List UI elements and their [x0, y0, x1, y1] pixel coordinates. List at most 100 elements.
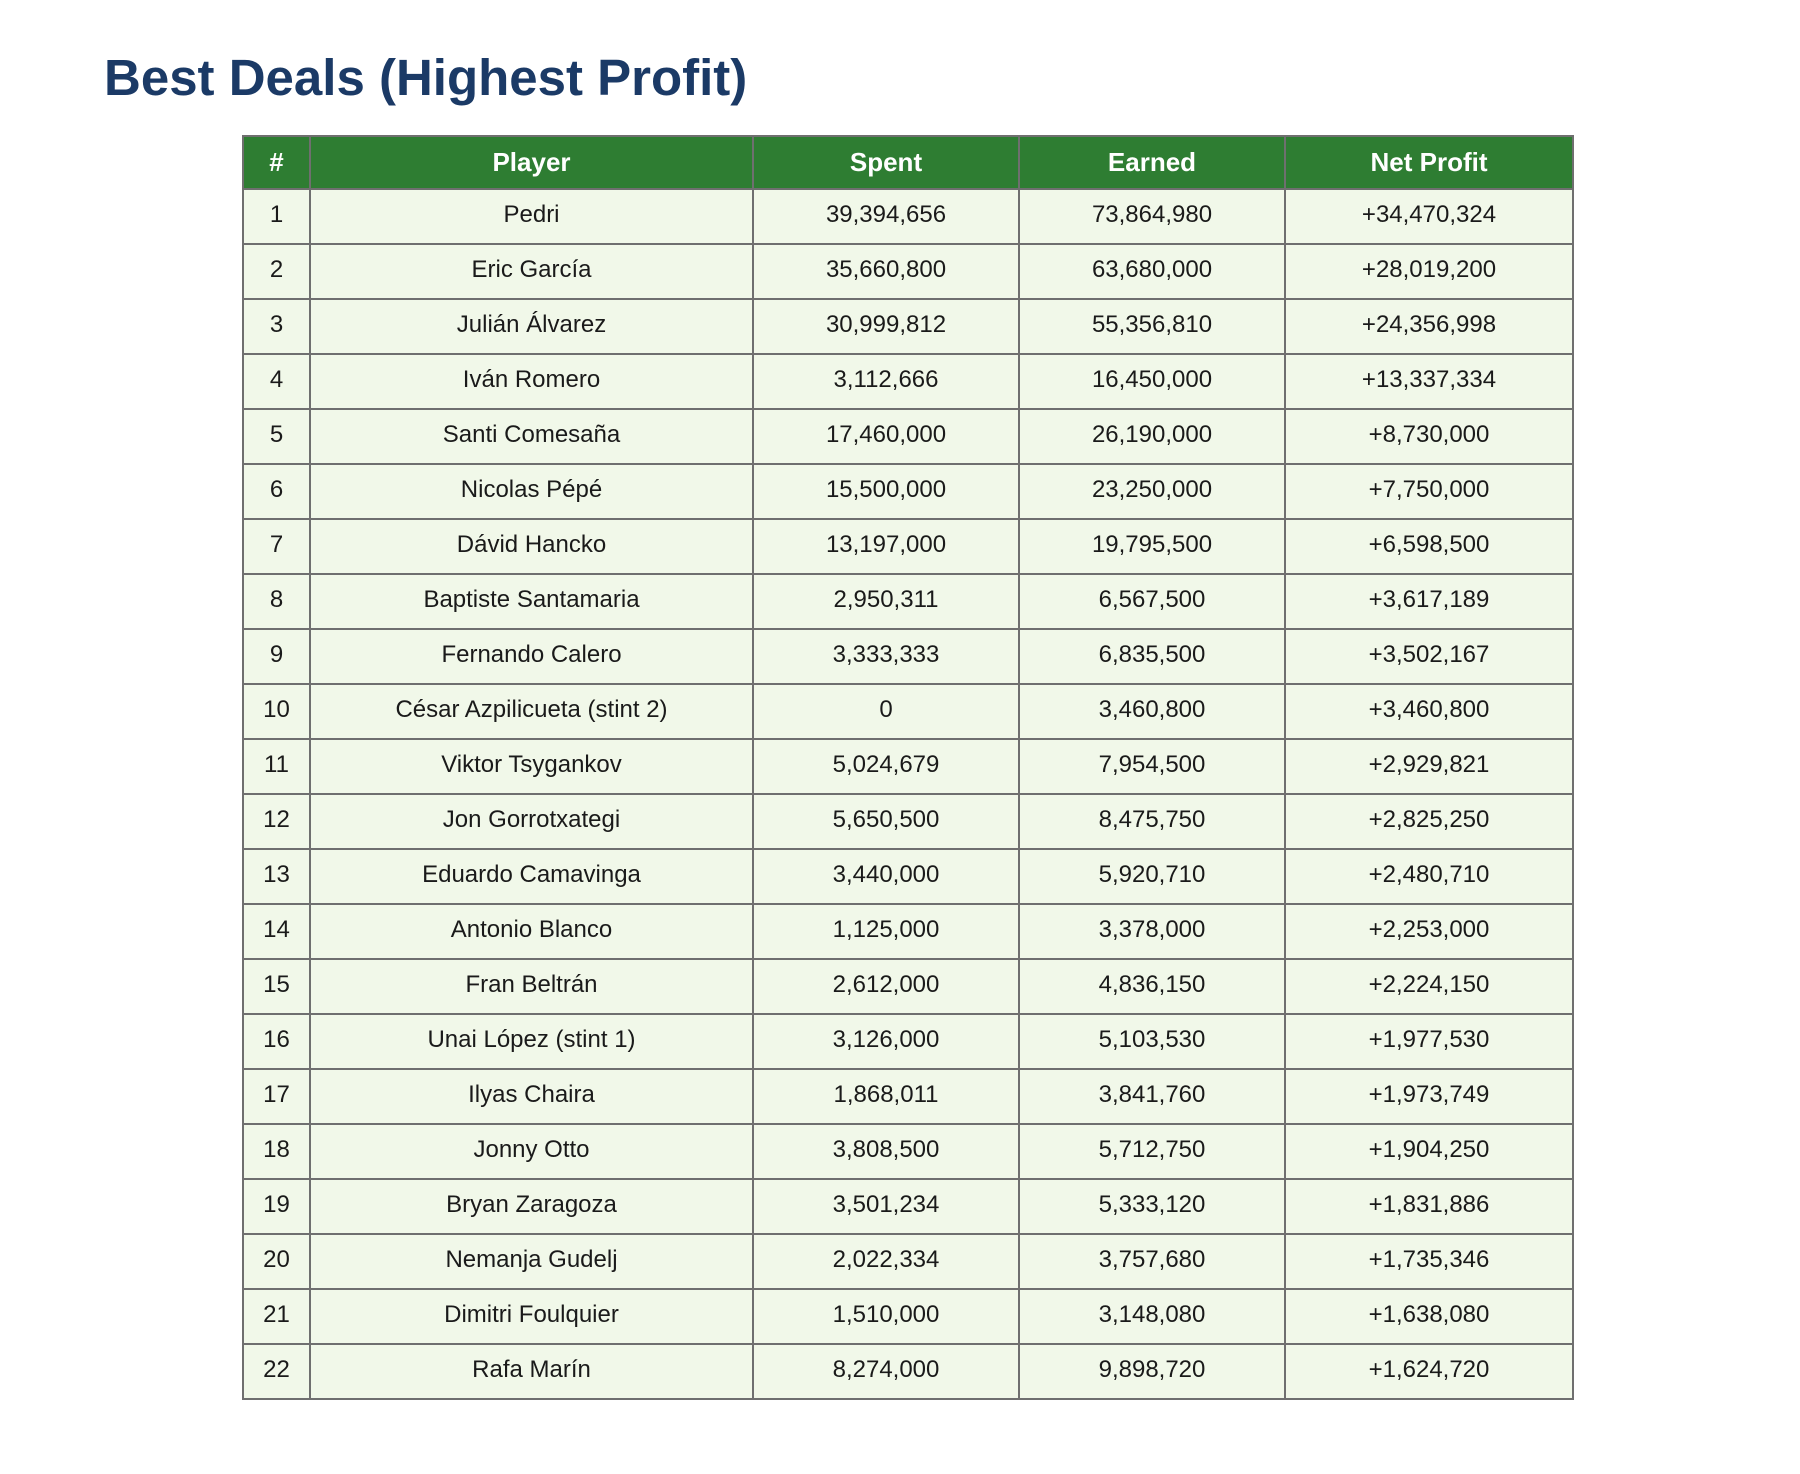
player-cell: Julián Álvarez — [309, 298, 754, 355]
earned-cell: 5,103,530 — [1018, 1013, 1286, 1070]
spent-cell: 17,460,000 — [752, 408, 1020, 465]
player-cell: Eduardo Camavinga — [309, 848, 754, 905]
table-row: 21 Dimitri Foulquier 1,510,000 3,148,080 +1,… — [242, 1288, 1574, 1345]
table-row: 20 Nemanja Gudelj 2,022,334 3,757,680 +1,735… — [242, 1233, 1574, 1290]
spent-cell: 2,950,311 — [752, 573, 1020, 630]
net-profit-cell: +1,973,749 — [1284, 1068, 1574, 1125]
net-profit-cell: +8,730,000 — [1284, 408, 1574, 465]
net-profit-cell: +1,831,886 — [1284, 1178, 1574, 1235]
earned-cell: 3,460,800 — [1018, 683, 1286, 740]
player-cell: Dávid Hancko — [309, 518, 754, 575]
player-cell: Jonny Otto — [309, 1123, 754, 1180]
rank-cell: 21 — [242, 1288, 311, 1345]
player-cell: Santi Comesaña — [309, 408, 754, 465]
table-row: 2 Eric García 35,660,800 63,680,000 +28,019,… — [242, 243, 1574, 300]
spent-cell: 3,126,000 — [752, 1013, 1020, 1070]
rank-cell: 13 — [242, 848, 311, 905]
table-row: 3 Julián Álvarez 30,999,812 55,356,810 +24,3… — [242, 298, 1574, 355]
earned-cell: 55,356,810 — [1018, 298, 1286, 355]
net-profit-cell: +2,929,821 — [1284, 738, 1574, 795]
player-cell: Unai López (stint 1) — [309, 1013, 754, 1070]
spent-cell: 39,394,656 — [752, 188, 1020, 245]
rank-cell: 15 — [242, 958, 311, 1015]
player-cell: Antonio Blanco — [309, 903, 754, 960]
spent-cell: 3,501,234 — [752, 1178, 1020, 1235]
player-cell: Viktor Tsygankov — [309, 738, 754, 795]
net-profit-cell: +34,470,324 — [1284, 188, 1574, 245]
rank-cell: 8 — [242, 573, 311, 630]
rank-cell: 3 — [242, 298, 311, 355]
spent-cell: 13,197,000 — [752, 518, 1020, 575]
net-profit-cell: +1,638,080 — [1284, 1288, 1574, 1345]
player-cell: Nemanja Gudelj — [309, 1233, 754, 1290]
table-row: 13 Eduardo Camavinga 3,440,000 5,920,710 +2,… — [242, 848, 1574, 905]
rank-cell: 18 — [242, 1123, 311, 1180]
net-profit-cell: +1,977,530 — [1284, 1013, 1574, 1070]
spent-cell: 2,022,334 — [752, 1233, 1020, 1290]
player-cell: Fran Beltrán — [309, 958, 754, 1015]
table-row: 7 Dávid Hancko 13,197,000 19,795,500 +6,598,… — [242, 518, 1574, 575]
player-cell: Fernando Calero — [309, 628, 754, 685]
spent-cell: 5,650,500 — [752, 793, 1020, 850]
earned-cell: 9,898,720 — [1018, 1343, 1286, 1400]
header-net-profit: Net Profit — [1284, 135, 1574, 190]
earned-cell: 5,333,120 — [1018, 1178, 1286, 1235]
earned-cell: 63,680,000 — [1018, 243, 1286, 300]
player-cell: Ilyas Chaira — [309, 1068, 754, 1125]
earned-cell: 19,795,500 — [1018, 518, 1286, 575]
rank-cell: 16 — [242, 1013, 311, 1070]
earned-cell: 26,190,000 — [1018, 408, 1286, 465]
spent-cell: 3,112,666 — [752, 353, 1020, 410]
rank-cell: 9 — [242, 628, 311, 685]
page-title: Best Deals (Highest Profit) — [104, 49, 748, 106]
spent-cell: 3,440,000 — [752, 848, 1020, 905]
net-profit-cell: +28,019,200 — [1284, 243, 1574, 300]
deals-table-container: # Player Spent Earned Net Profit 1 Pedri 3… — [242, 135, 1574, 1400]
player-cell: Pedri — [309, 188, 754, 245]
earned-cell: 6,567,500 — [1018, 573, 1286, 630]
rank-cell: 20 — [242, 1233, 311, 1290]
rank-cell: 17 — [242, 1068, 311, 1125]
spent-cell: 35,660,800 — [752, 243, 1020, 300]
rank-cell: 12 — [242, 793, 311, 850]
table-row: 10 César Azpilicueta (stint 2) 0 3,460,800 +… — [242, 683, 1574, 740]
net-profit-cell: +2,825,250 — [1284, 793, 1574, 850]
player-cell: Bryan Zaragoza — [309, 1178, 754, 1235]
earned-cell: 3,148,080 — [1018, 1288, 1286, 1345]
rank-cell: 5 — [242, 408, 311, 465]
table-row: 22 Rafa Marín 8,274,000 9,898,720 +1,624,720 — [242, 1343, 1574, 1400]
rank-cell: 6 — [242, 463, 311, 520]
table-row: 11 Viktor Tsygankov 5,024,679 7,954,500 +2,9… — [242, 738, 1574, 795]
table-row: 15 Fran Beltrán 2,612,000 4,836,150 +2,224,1… — [242, 958, 1574, 1015]
spent-cell: 5,024,679 — [752, 738, 1020, 795]
header-spent: Spent — [752, 135, 1020, 190]
net-profit-cell: +3,617,189 — [1284, 573, 1574, 630]
table-row: 4 Iván Romero 3,112,666 16,450,000 +13,337,3… — [242, 353, 1574, 410]
rank-cell: 1 — [242, 188, 311, 245]
net-profit-cell: +3,460,800 — [1284, 683, 1574, 740]
table-row: 8 Baptiste Santamaria 2,950,311 6,567,500 +3… — [242, 573, 1574, 630]
player-cell: César Azpilicueta (stint 2) — [309, 683, 754, 740]
net-profit-cell: +2,480,710 — [1284, 848, 1574, 905]
player-cell: Iván Romero — [309, 353, 754, 410]
table-row: 5 Santi Comesaña 17,460,000 26,190,000 +8,73… — [242, 408, 1574, 465]
earned-cell: 16,450,000 — [1018, 353, 1286, 410]
table-row: 9 Fernando Calero 3,333,333 6,835,500 +3,502… — [242, 628, 1574, 685]
player-cell: Rafa Marín — [309, 1343, 754, 1400]
net-profit-cell: +7,750,000 — [1284, 463, 1574, 520]
spent-cell: 2,612,000 — [752, 958, 1020, 1015]
rank-cell: 22 — [242, 1343, 311, 1400]
net-profit-cell: +1,904,250 — [1284, 1123, 1574, 1180]
table-row: 14 Antonio Blanco 1,125,000 3,378,000 +2,253… — [242, 903, 1574, 960]
player-cell: Eric García — [309, 243, 754, 300]
spent-cell: 1,868,011 — [752, 1068, 1020, 1125]
earned-cell: 5,712,750 — [1018, 1123, 1286, 1180]
player-cell: Dimitri Foulquier — [309, 1288, 754, 1345]
table-row: 17 Ilyas Chaira 1,868,011 3,841,760 +1,973,7… — [242, 1068, 1574, 1125]
table-header-row: # Player Spent Earned Net Profit — [242, 135, 1574, 190]
net-profit-cell: +3,502,167 — [1284, 628, 1574, 685]
earned-cell: 23,250,000 — [1018, 463, 1286, 520]
earned-cell: 8,475,750 — [1018, 793, 1286, 850]
earned-cell: 73,864,980 — [1018, 188, 1286, 245]
earned-cell: 4,836,150 — [1018, 958, 1286, 1015]
